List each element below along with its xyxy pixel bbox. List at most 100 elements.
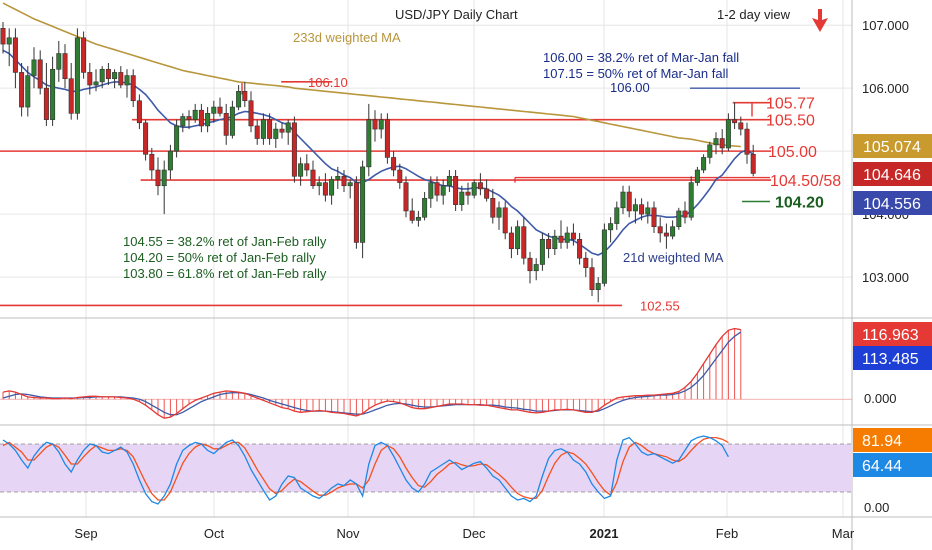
candle-body [260, 119, 266, 139]
level-label: 104.50/58 [770, 173, 841, 190]
histogram-pane [0, 327, 852, 419]
candle [508, 226, 514, 259]
candle [552, 229, 558, 256]
stochastic-tag-fast: 64.44 [853, 453, 932, 477]
price-tag-last: 104.646 [853, 162, 932, 186]
osc-tag-bg [853, 428, 932, 452]
candle [471, 179, 477, 199]
candle-body [56, 53, 62, 70]
x-tick-label: Feb [716, 526, 738, 541]
candle [570, 223, 576, 246]
candle [136, 94, 142, 130]
candle [614, 201, 620, 230]
candle-body [43, 87, 49, 120]
candle [645, 201, 651, 224]
candle [112, 69, 118, 89]
candle [279, 122, 285, 139]
candle-body [353, 182, 359, 243]
candle [37, 50, 43, 95]
candle-body [329, 179, 335, 196]
candle-body [515, 226, 521, 250]
candle [316, 176, 322, 196]
down-arrow-icon [812, 9, 828, 32]
candle-body [298, 163, 304, 177]
candle [490, 188, 496, 224]
candle [477, 173, 483, 196]
candle [539, 232, 545, 271]
candle [459, 185, 465, 211]
price-tag-bg [853, 162, 932, 186]
candle-body [273, 128, 279, 139]
candle-body [391, 157, 397, 171]
candle-body [577, 238, 583, 259]
candle [688, 176, 694, 221]
candle [415, 210, 421, 227]
candle-body [124, 75, 130, 86]
candle [304, 154, 310, 177]
candle-body [50, 68, 56, 120]
candle [254, 119, 260, 145]
histogram-tag-signal: 113.485 [853, 346, 932, 370]
osc-tag-bg [853, 322, 932, 346]
histogram-macd-line [2, 327, 741, 419]
candle [124, 69, 130, 98]
y-tick-label: 103.000 [862, 270, 909, 285]
stochastic-fast-line [2, 435, 729, 505]
view-label: 1-2 day view [717, 7, 791, 22]
candle [62, 44, 68, 89]
candle [502, 201, 508, 240]
candle-body [422, 198, 428, 218]
candle [409, 198, 415, 224]
candle-body [87, 72, 93, 86]
candle-body [484, 188, 490, 199]
candle-body [236, 91, 242, 108]
candle-body [384, 119, 390, 158]
chart-title: USD/JPY Daily Chart [395, 7, 518, 22]
candle-body [539, 238, 545, 265]
candle [670, 220, 676, 240]
candle [25, 66, 31, 117]
candle [719, 129, 725, 155]
candle-body [707, 144, 713, 158]
level-label: 106.10 [308, 75, 348, 90]
candle [353, 176, 359, 249]
candle-body [105, 68, 111, 80]
price-tag-text: 105.074 [863, 139, 921, 156]
candle-body [378, 119, 384, 130]
candle-body [415, 216, 421, 221]
candle [155, 157, 161, 196]
candle [143, 119, 149, 161]
candle [632, 198, 638, 224]
candle-body [192, 109, 198, 120]
candle [515, 220, 521, 256]
level-label: 105.77 [766, 96, 815, 113]
stochastic-band [0, 444, 852, 492]
candle-body [595, 283, 601, 290]
candle-body [186, 116, 192, 120]
y-tick-label: 0.000 [864, 391, 897, 406]
candle [446, 170, 452, 193]
candle [211, 100, 217, 123]
candle [651, 201, 657, 233]
candle [248, 91, 254, 133]
candle-body [620, 191, 626, 209]
candle [19, 62, 25, 117]
candle [87, 62, 93, 95]
candle [422, 192, 428, 221]
y-tick-label: 106.000 [862, 81, 909, 96]
candle-body [347, 182, 353, 187]
candle-body [248, 100, 254, 127]
candle [273, 122, 279, 148]
candle [329, 176, 335, 205]
candle-body [74, 37, 80, 114]
candle-body [211, 106, 217, 114]
candle [639, 198, 645, 221]
candle-body [632, 204, 638, 212]
candle-body [279, 128, 285, 133]
candle [267, 113, 273, 145]
candle-body [149, 153, 155, 171]
ma21-label: 21d weighted MA [623, 250, 724, 265]
candle-body [583, 257, 589, 268]
candle [167, 144, 173, 180]
fib-top-note: 106.00 = 38.2% ret of Mar-Jan fall [543, 50, 739, 65]
